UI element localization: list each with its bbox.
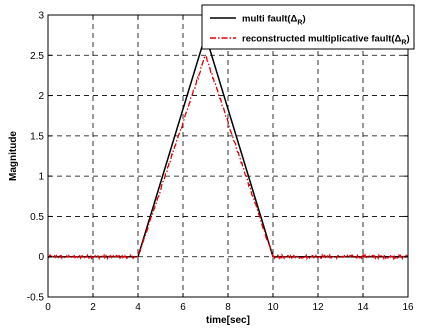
x-tick-label: 2 [90, 302, 96, 313]
legend: multi fault(ΔR) reconstructed multiplicat… [201, 4, 415, 50]
y-tick-label: 2 [38, 91, 44, 102]
x-tick-label: 10 [267, 302, 279, 313]
legend-box [201, 4, 415, 50]
x-tick-labels: 0 2 4 6 8 10 12 14 16 [45, 302, 414, 313]
x-tick-label: 16 [402, 302, 414, 313]
legend-entry: reconstructed multiplicative fault(ΔR) [242, 34, 410, 47]
legend-entry: multi fault(ΔR) [242, 14, 306, 27]
y-tick-label: -0.5 [27, 293, 45, 304]
grid [48, 15, 408, 297]
y-tick-label: 0 [38, 252, 44, 263]
x-tick-label: 12 [312, 302, 324, 313]
series-line-reconstructed [47, 54, 409, 261]
x-tick-label: 4 [135, 302, 141, 313]
y-tick-labels: -0.5 0 0.5 1 1.5 2 2.5 3 [27, 11, 45, 304]
plot-frame [47, 14, 409, 298]
x-tick-label: 0 [45, 302, 51, 313]
x-axis-label: time[sec] [206, 315, 250, 326]
y-tick-label: 1 [38, 172, 44, 183]
x-tick-label: 14 [357, 302, 369, 313]
x-tick-label: 8 [225, 302, 231, 313]
y-tick-label: 1.5 [30, 131, 44, 142]
y-tick-label: 0.5 [30, 212, 44, 223]
y-tick-label: 2.5 [30, 51, 44, 62]
y-axis-label: Magnitude [8, 131, 19, 181]
y-tick-label: 3 [38, 11, 44, 22]
x-tick-label: 6 [180, 302, 186, 313]
axis-ticks [47, 14, 409, 298]
